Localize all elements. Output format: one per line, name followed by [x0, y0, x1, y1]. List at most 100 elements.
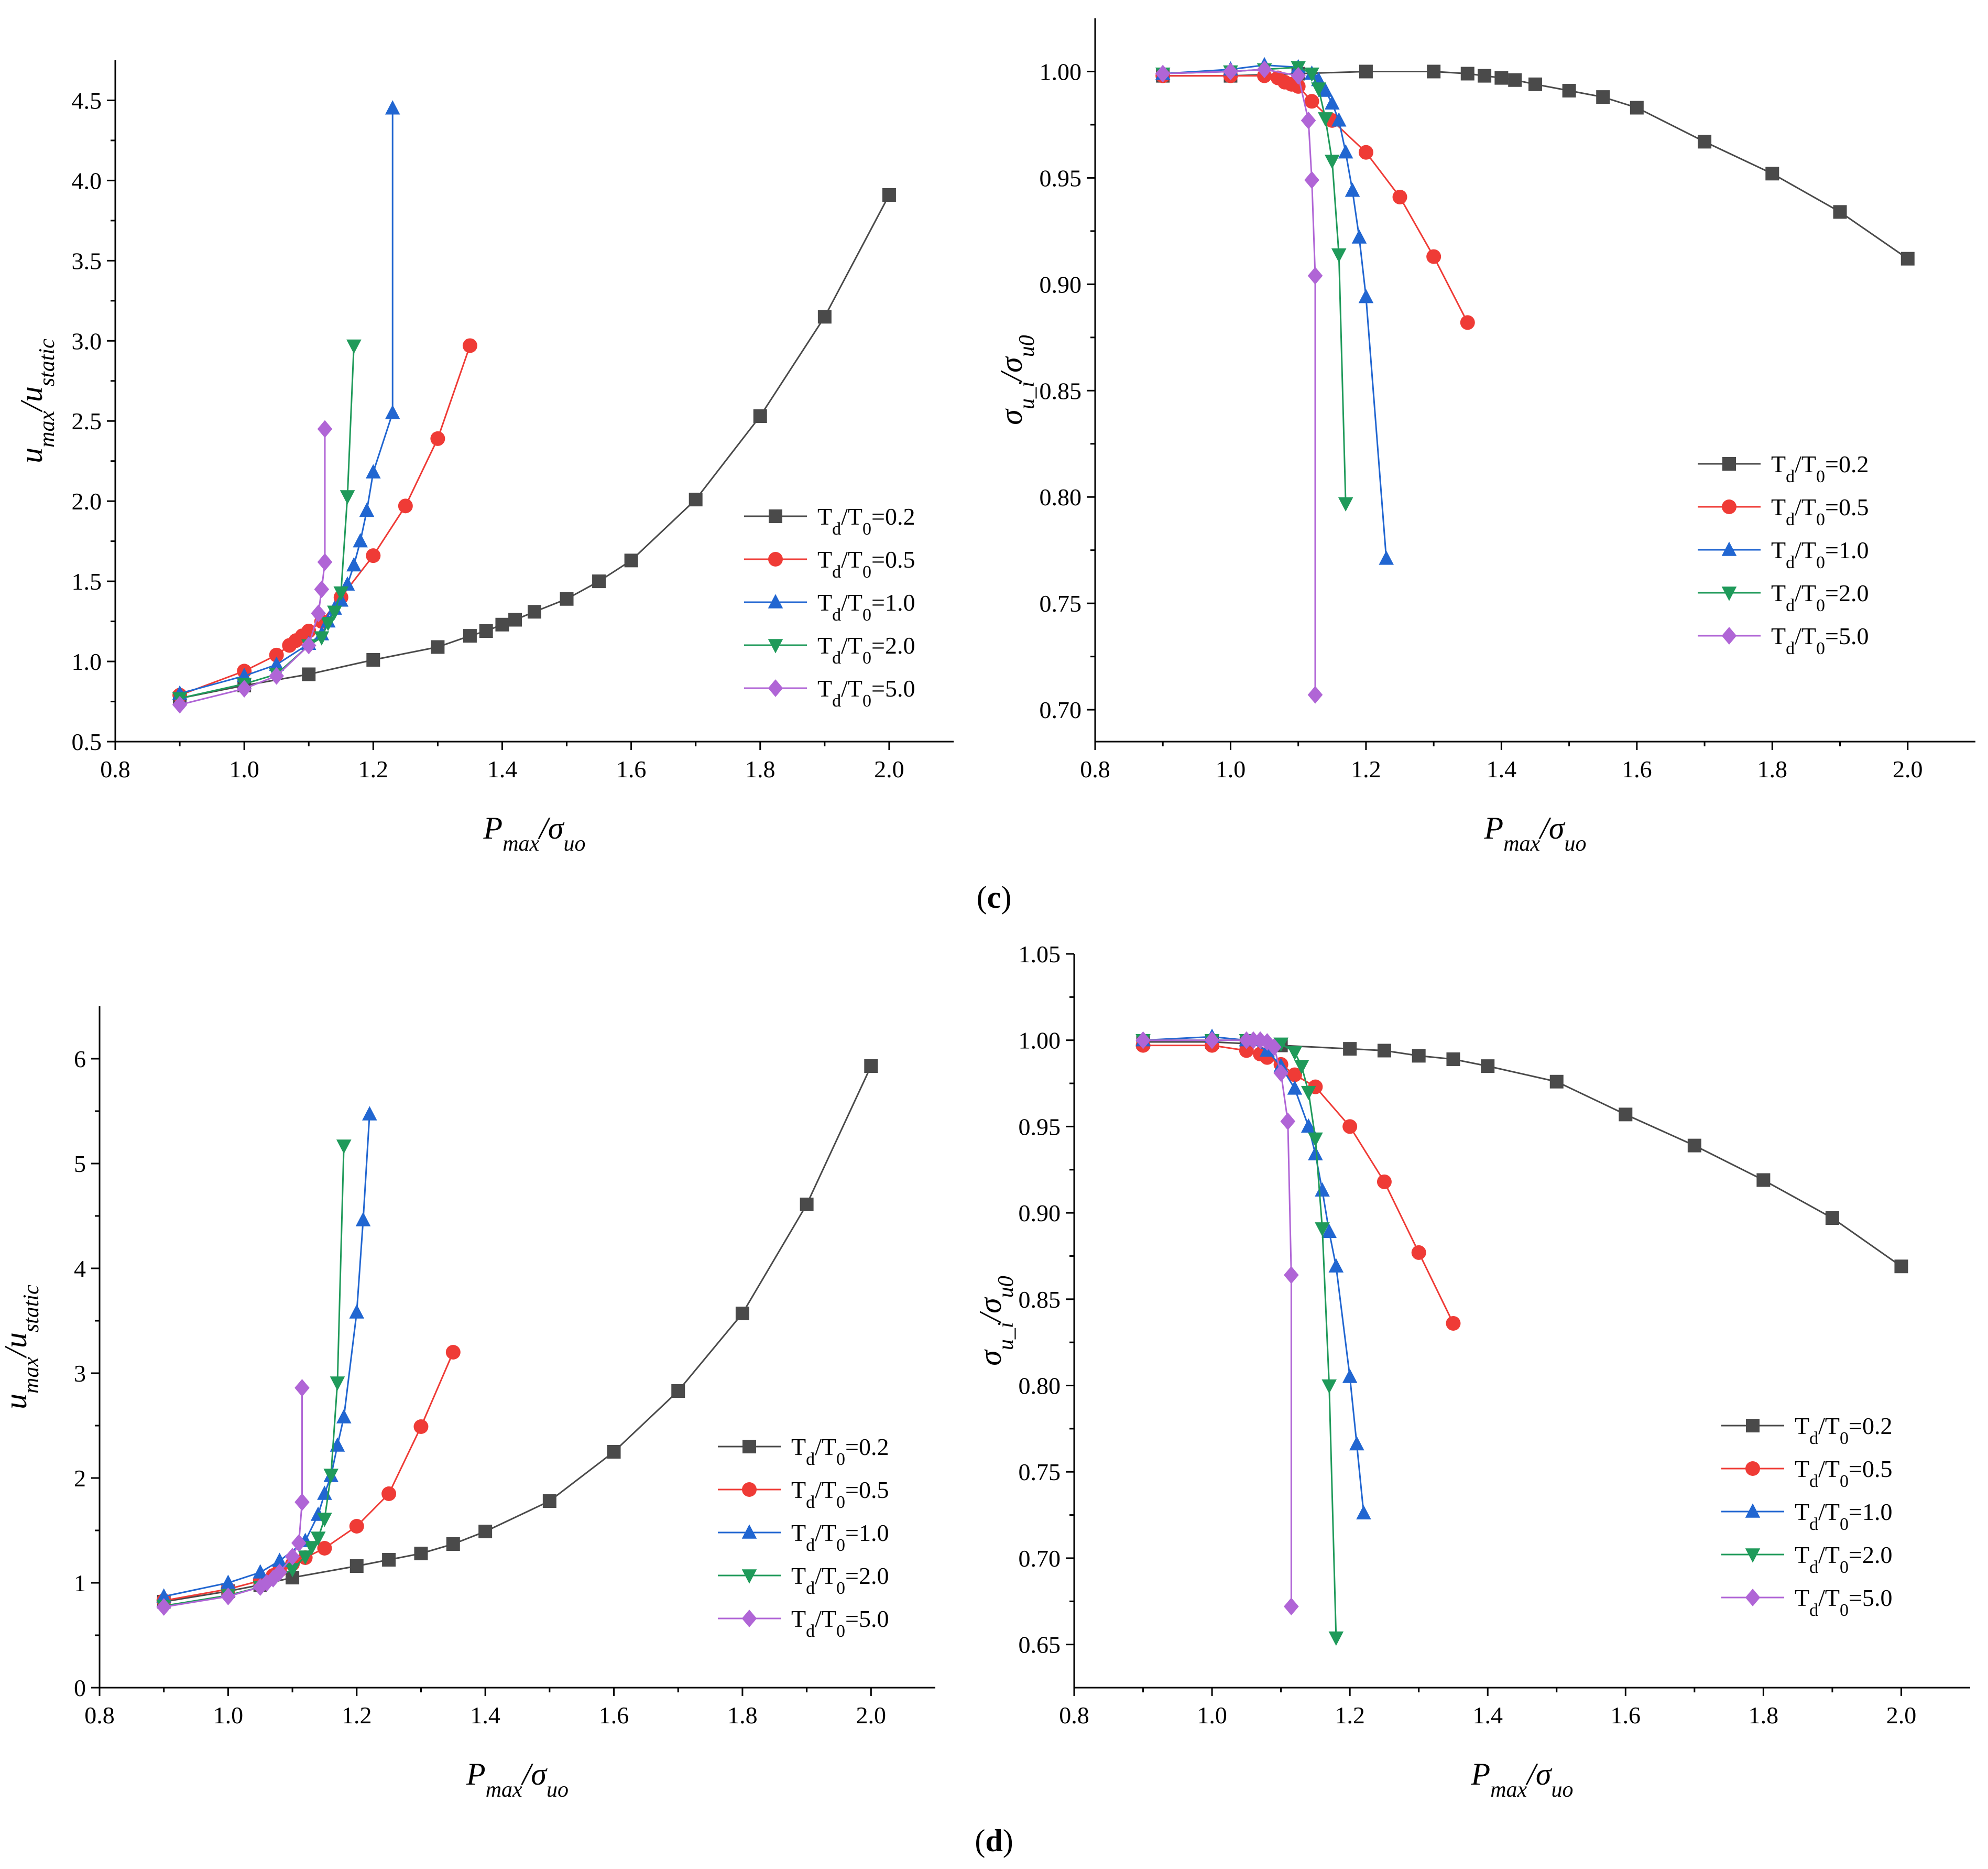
legend-marker [742, 1482, 757, 1497]
data-point [413, 1419, 429, 1434]
x-tick-label: 1.4 [487, 756, 518, 783]
data-point [1377, 1044, 1391, 1058]
data-point [1411, 1245, 1426, 1260]
y-tick-label: 2.5 [72, 408, 102, 434]
data-point [285, 1563, 300, 1578]
legend-marker [1721, 586, 1737, 601]
series-td-t0-0-2 [157, 1059, 878, 1609]
y-axis-title: umax/ustatic [0, 1285, 43, 1409]
data-point [381, 1486, 397, 1501]
legend-label: Td/T0=0.2 [1795, 1412, 1892, 1448]
data-point [1304, 67, 1319, 82]
data-point [1284, 1266, 1299, 1284]
data-point [624, 553, 638, 568]
series-td-t0-5-0 [156, 1379, 310, 1616]
y-tick-label: 3 [74, 1360, 86, 1387]
data-point [298, 1550, 313, 1565]
x-tick-label: 0.8 [1059, 1702, 1089, 1729]
data-point [366, 548, 381, 563]
data-point [882, 188, 896, 202]
data-point [1342, 1368, 1358, 1383]
data-point [317, 553, 333, 571]
data-point [1291, 67, 1306, 85]
data-point [1135, 1031, 1151, 1049]
series-line [1163, 68, 1316, 695]
data-point [1345, 182, 1360, 197]
data-point [1342, 1119, 1358, 1134]
data-point [156, 1598, 171, 1616]
y-tick-label: 4.5 [72, 87, 102, 114]
data-point [508, 613, 522, 627]
data-point [462, 338, 477, 353]
legend-marker [1746, 1419, 1760, 1432]
data-point [431, 640, 445, 654]
y-tick-label: 1 [74, 1570, 86, 1596]
series-td-t0-0-2 [1136, 1035, 1908, 1274]
data-point [1349, 1436, 1364, 1451]
chart-c-left: 0.8 1.0 1.2 1.4 1.6 1.8 2.0 0.5 1.0 1.5 2.0 2.5 3.0 3… [14, 60, 954, 856]
data-point [463, 629, 477, 643]
legend-label: Td/T0=1.0 [791, 1519, 889, 1555]
data-point [221, 1588, 236, 1605]
data-point [1338, 497, 1353, 512]
legend-label: Td/T0=0.5 [1795, 1455, 1892, 1491]
x-axis-title: Pmax/σuo [1484, 811, 1587, 856]
x-tick-label: 0.8 [1080, 756, 1110, 783]
data-point [592, 574, 606, 589]
y-axis-title: σu_i/σu0 [994, 335, 1039, 425]
data-point [689, 493, 703, 507]
data-point [269, 656, 284, 671]
data-point [1494, 71, 1509, 85]
data-point [1308, 1132, 1323, 1147]
data-point [1356, 1505, 1371, 1519]
data-point [1478, 69, 1492, 83]
data-point [1315, 1222, 1330, 1237]
series-td-t0-0-5 [1135, 1038, 1461, 1331]
x-tick-label: 1.8 [745, 756, 775, 783]
x-tick-label: 1.6 [616, 756, 647, 783]
legend-label: Td/T0=5.0 [791, 1605, 889, 1641]
data-point [1446, 1316, 1461, 1331]
data-point [294, 1379, 310, 1397]
panel-label-d: (d) [975, 1823, 1013, 1858]
data-point [1426, 249, 1441, 264]
data-point [1321, 1379, 1337, 1394]
legend-marker [741, 1569, 757, 1584]
x-tick-label: 2.0 [1886, 1702, 1917, 1729]
y-tick-label: 1.00 [1019, 1027, 1061, 1054]
legend-label: Td/T0=5.0 [817, 675, 915, 711]
data-point [1412, 1049, 1426, 1063]
x-tick-label: 1.8 [1749, 1702, 1779, 1729]
data-point [800, 1198, 814, 1211]
data-point [735, 1307, 749, 1320]
series-line [179, 194, 890, 699]
data-point [1301, 111, 1316, 129]
y-tick-label: 0.95 [1040, 165, 1082, 191]
data-point [311, 604, 326, 623]
x-tick-label: 1.6 [599, 1702, 629, 1729]
data-point [1287, 1080, 1303, 1095]
y-tick-label: 4 [74, 1255, 86, 1282]
data-point [1239, 1043, 1254, 1058]
data-point [1377, 1174, 1392, 1189]
data-point [349, 1519, 364, 1534]
x-tick-label: 2.0 [856, 1702, 887, 1729]
data-point [1900, 252, 1915, 266]
data-point [172, 696, 188, 714]
data-point [1260, 1033, 1275, 1051]
data-point [353, 533, 368, 548]
y-tick-label: 0.80 [1040, 484, 1082, 510]
data-point [269, 647, 284, 662]
legend-label: Td/T0=5.0 [1795, 1584, 1892, 1620]
data-point [366, 653, 380, 667]
x-tick-label: 1.0 [213, 1702, 244, 1729]
data-point [478, 1525, 493, 1538]
data-point [317, 1541, 332, 1556]
series-line [1163, 66, 1347, 504]
data-point [1698, 135, 1712, 149]
data-point [336, 1139, 352, 1154]
legend-marker [742, 1440, 756, 1453]
series-td-t0-2-0 [172, 339, 362, 707]
y-tick-label: 0.75 [1019, 1459, 1061, 1485]
x-tick-label: 1.6 [1611, 1702, 1641, 1729]
